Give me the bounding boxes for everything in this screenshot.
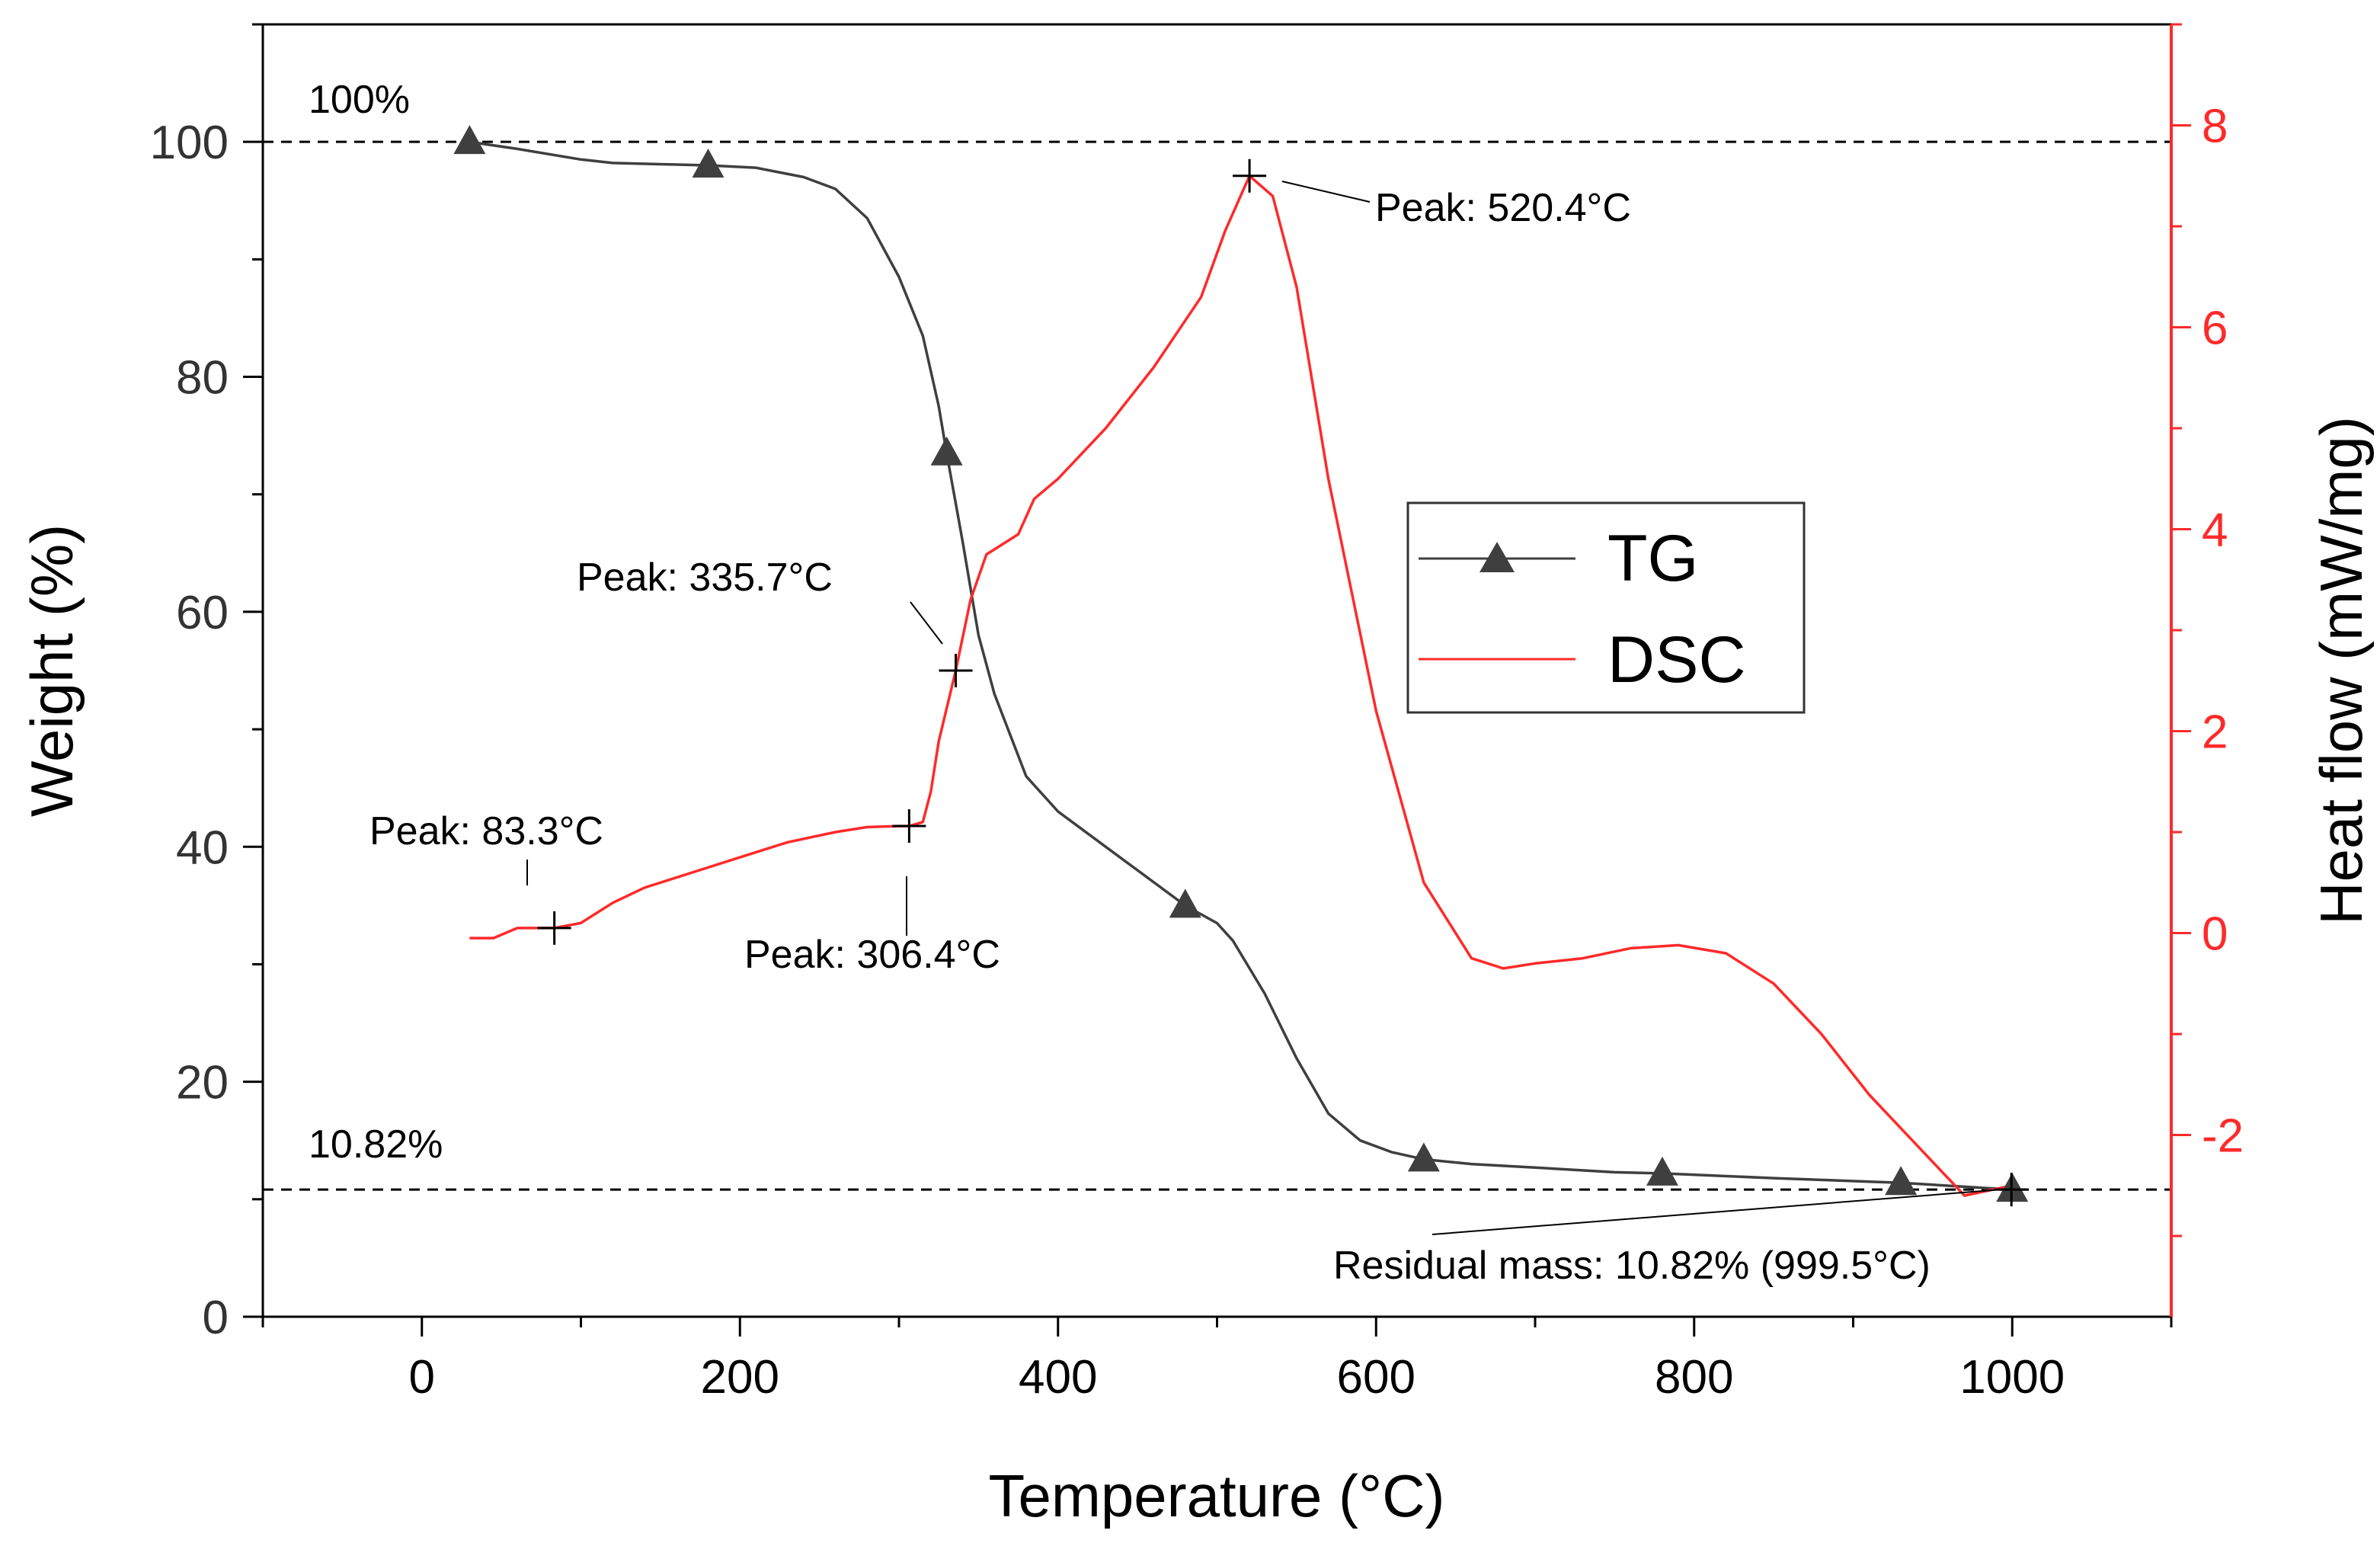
y-right-axis-title: Heat flow (mW/mg) <box>2308 416 2375 924</box>
y-left-tick-label: 60 <box>176 587 229 639</box>
y-left-axis-title: Weight (%) <box>18 524 85 817</box>
series-line-dsc <box>469 174 2013 1197</box>
x-tick-label: 0 <box>409 1351 435 1404</box>
plot-frame <box>261 23 2173 1318</box>
annotation-label: Peak: 520.4°C <box>1375 186 1631 230</box>
tg-marker <box>1169 888 1201 918</box>
x-tick-label: 1000 <box>1959 1351 2065 1404</box>
annotation-label: Peak: 335.7°C <box>577 555 833 600</box>
reference-lines: 100% 10.82% <box>263 78 2171 1191</box>
annotations-group: Peak: 83.3°C Peak: 306.4°C Peak: 335.7°C Pe… <box>369 158 2029 1288</box>
annotation-leader <box>910 601 943 645</box>
legend-label-dsc: DSC <box>1607 623 1746 696</box>
y-left-tick-label: 0 <box>203 1292 229 1344</box>
y-right-tick-label: 6 <box>2202 303 2228 355</box>
y-left-ticks: 0 20 40 60 80 100 <box>150 23 263 1344</box>
x-tick-label: 200 <box>701 1351 779 1404</box>
tg-marker <box>453 125 486 155</box>
legend-box <box>1406 501 1806 714</box>
x-tick-label: 800 <box>1655 1351 1733 1404</box>
annotation-label: Peak: 306.4°C <box>744 933 1000 977</box>
y-left-tick-label: 100 <box>150 117 229 169</box>
series-group <box>453 125 2029 1202</box>
y-right-ticks: -2 0 2 4 6 8 <box>2171 23 2244 1237</box>
tg-marker <box>1407 1142 1440 1172</box>
reference-line-label: 10.82% <box>309 1122 443 1167</box>
y-left-tick-label: 40 <box>176 821 229 874</box>
annotation-leader <box>1281 181 1371 203</box>
series-line-tg <box>469 140 2013 1191</box>
legend-label-tg: TG <box>1607 522 1698 595</box>
annotation-leader <box>1432 1188 2012 1235</box>
legend: TG DSC <box>1406 501 1806 714</box>
y-right-tick-label: 8 <box>2202 101 2228 153</box>
tg-marker <box>1646 1156 1678 1186</box>
tg-marker <box>930 436 963 466</box>
legend-marker-tg <box>1480 542 1515 572</box>
y-left-tick-label: 80 <box>176 352 229 405</box>
annotation-label: Peak: 83.3°C <box>369 809 603 853</box>
x-tick-label: 600 <box>1337 1351 1416 1404</box>
x-ticks: 0 200 400 600 800 1000 <box>261 1317 2173 1404</box>
axes-group: 0 200 400 600 800 1000 0 20 40 60 80 100 -2 0 2 4 6 8 T… <box>18 23 2375 1529</box>
tg-marker <box>1885 1166 1918 1196</box>
y-left-tick-label: 20 <box>176 1057 229 1109</box>
x-tick-label: 400 <box>1019 1351 1097 1404</box>
y-right-tick-label: 2 <box>2202 706 2228 759</box>
tg-marker <box>692 149 725 178</box>
reference-line-label: 100% <box>309 78 410 122</box>
y-right-tick-label: 0 <box>2202 908 2228 961</box>
y-right-tick-label: 4 <box>2202 504 2228 557</box>
x-axis-title: Temperature (°C) <box>988 1462 1444 1529</box>
annotation-label: Residual mass: 10.82% (999.5°C) <box>1333 1244 1931 1288</box>
y-right-tick-label: -2 <box>2202 1110 2244 1163</box>
